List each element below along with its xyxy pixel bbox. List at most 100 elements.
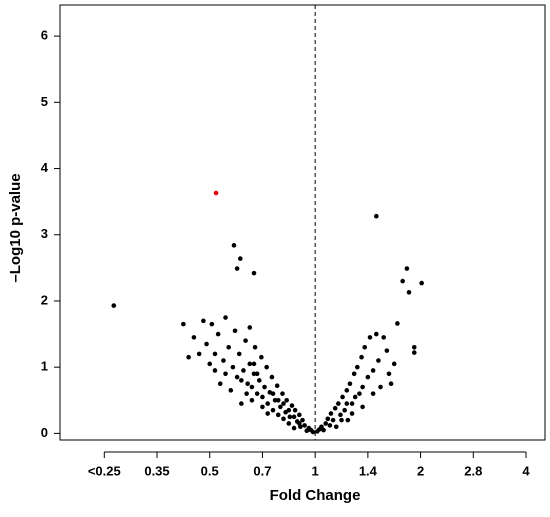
- point: [259, 354, 264, 360]
- point: [270, 391, 276, 396]
- point: [181, 321, 186, 327]
- point: [265, 401, 271, 406]
- point: [201, 318, 206, 324]
- point: [300, 417, 305, 423]
- x-tick-label: <0.25: [88, 463, 121, 478]
- x-tick-label: 0.35: [144, 463, 169, 478]
- point: [352, 394, 358, 400]
- point: [292, 407, 298, 413]
- point: [378, 384, 383, 390]
- x-tick-label: 2.8: [464, 463, 482, 478]
- point: [223, 315, 228, 320]
- point: [360, 384, 365, 390]
- point: [291, 414, 297, 420]
- point: [186, 354, 191, 360]
- point: [245, 381, 250, 387]
- y-axis-label: –Log10 p-value: [7, 173, 24, 282]
- point: [304, 428, 310, 434]
- point: [247, 325, 253, 330]
- point: [419, 280, 424, 286]
- x-axis-label: Fold Change: [270, 487, 361, 504]
- x-tick-label: 0.5: [201, 463, 219, 478]
- point: [332, 405, 338, 411]
- point: [239, 401, 244, 406]
- point: [351, 371, 357, 377]
- point: [244, 391, 249, 396]
- point: [278, 404, 283, 410]
- point: [234, 266, 240, 271]
- point: [342, 407, 347, 413]
- point: [243, 338, 248, 343]
- point: [287, 414, 293, 420]
- point: [249, 384, 255, 390]
- point: [251, 270, 257, 276]
- point: [204, 341, 209, 347]
- y-tick-label: 1: [41, 359, 48, 374]
- point: [260, 404, 265, 410]
- point: [269, 374, 275, 380]
- point: [228, 388, 234, 393]
- x-tick-label: 0.7: [253, 463, 271, 478]
- point: [323, 421, 328, 426]
- point: [272, 397, 278, 403]
- x-tick-label: 4: [522, 463, 530, 478]
- y-tick-label: 0: [41, 425, 48, 440]
- point: [234, 374, 240, 380]
- plot-frame: [59, 4, 546, 441]
- point: [384, 348, 390, 353]
- point: [406, 290, 412, 295]
- point: [275, 412, 281, 418]
- y-tick-label: 2: [41, 292, 48, 307]
- point: [327, 423, 333, 428]
- point: [207, 361, 213, 367]
- point: [400, 278, 405, 284]
- x-tick-label: 2: [417, 463, 424, 478]
- point: [325, 416, 331, 422]
- point: [254, 371, 260, 377]
- point: [319, 424, 324, 430]
- point: [241, 368, 246, 373]
- point: [232, 328, 238, 334]
- point: [221, 358, 226, 363]
- point: [217, 381, 223, 387]
- point: [302, 423, 307, 428]
- point: [275, 397, 281, 403]
- point: [345, 417, 351, 423]
- point: [411, 345, 417, 350]
- point: [349, 401, 355, 406]
- point: [339, 417, 344, 423]
- point: [191, 335, 197, 340]
- point: [226, 345, 231, 350]
- point: [281, 416, 286, 422]
- point: [284, 397, 289, 403]
- point: [374, 331, 379, 337]
- point: [212, 368, 218, 373]
- point: [365, 374, 371, 380]
- point: [340, 394, 345, 400]
- point: [370, 391, 376, 396]
- point: [256, 378, 262, 383]
- point: [374, 213, 379, 219]
- point: [236, 351, 242, 357]
- x-tick-label: 1.4: [359, 463, 378, 478]
- point: [355, 364, 360, 370]
- point: [338, 412, 343, 418]
- y-tick-label: 4: [41, 160, 49, 175]
- point: [333, 424, 339, 430]
- point: [254, 391, 260, 396]
- point: [286, 407, 292, 413]
- point: [280, 391, 285, 396]
- point: [252, 345, 258, 350]
- point: [239, 378, 244, 383]
- point: [297, 421, 302, 426]
- point: [264, 364, 269, 370]
- point: [344, 388, 350, 393]
- point: [230, 364, 236, 370]
- x-tick-label: 1: [312, 463, 319, 478]
- point: [297, 412, 302, 418]
- point: [404, 266, 410, 271]
- point: [395, 321, 400, 326]
- point: [388, 381, 394, 387]
- point: [370, 368, 376, 373]
- point: [249, 397, 255, 403]
